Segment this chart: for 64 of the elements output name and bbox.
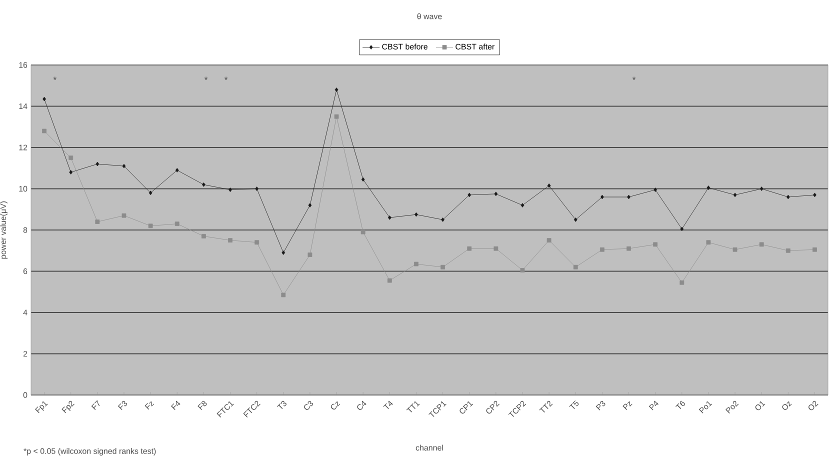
point [388, 215, 392, 220]
annotation: * [204, 76, 208, 80]
point [254, 240, 260, 245]
point [520, 268, 525, 272]
point [282, 250, 286, 255]
point [494, 246, 498, 251]
point [174, 222, 180, 226]
point [95, 220, 100, 224]
point [122, 164, 126, 168]
point [414, 262, 418, 266]
point [494, 192, 498, 196]
point [706, 240, 711, 245]
point [42, 96, 46, 102]
point [308, 203, 312, 208]
point [440, 264, 445, 270]
point [361, 177, 365, 182]
point [360, 230, 366, 234]
point [148, 190, 152, 196]
point [228, 188, 232, 192]
point [69, 170, 73, 174]
point [706, 186, 710, 190]
point [600, 247, 604, 252]
point [654, 188, 658, 192]
point [574, 217, 578, 222]
point [547, 183, 551, 188]
point [202, 182, 206, 187]
point [626, 246, 631, 251]
point [414, 212, 418, 217]
point [387, 278, 392, 283]
point [281, 292, 286, 298]
point [308, 252, 312, 257]
annotation: * [53, 76, 57, 80]
point [733, 192, 737, 198]
point [468, 192, 472, 198]
annotation: * [224, 76, 228, 80]
point [96, 162, 100, 166]
point [812, 247, 817, 252]
point [573, 264, 578, 270]
point [228, 238, 232, 243]
point [786, 194, 790, 200]
point [122, 213, 126, 218]
point [627, 194, 630, 200]
point [68, 156, 74, 160]
point [759, 242, 764, 247]
point [441, 217, 444, 222]
point [600, 194, 604, 200]
point [255, 186, 259, 191]
point [546, 238, 552, 243]
point [786, 248, 790, 253]
point [148, 224, 153, 228]
point [732, 247, 738, 252]
point [42, 128, 46, 134]
point [760, 186, 764, 191]
point [520, 203, 524, 208]
point [680, 226, 684, 232]
point [680, 280, 684, 285]
point [334, 114, 339, 119]
point [653, 242, 658, 247]
point [334, 88, 338, 92]
point [813, 192, 816, 198]
point [467, 246, 472, 251]
point [201, 234, 206, 238]
point [175, 168, 179, 172]
annotation: * [632, 76, 636, 80]
